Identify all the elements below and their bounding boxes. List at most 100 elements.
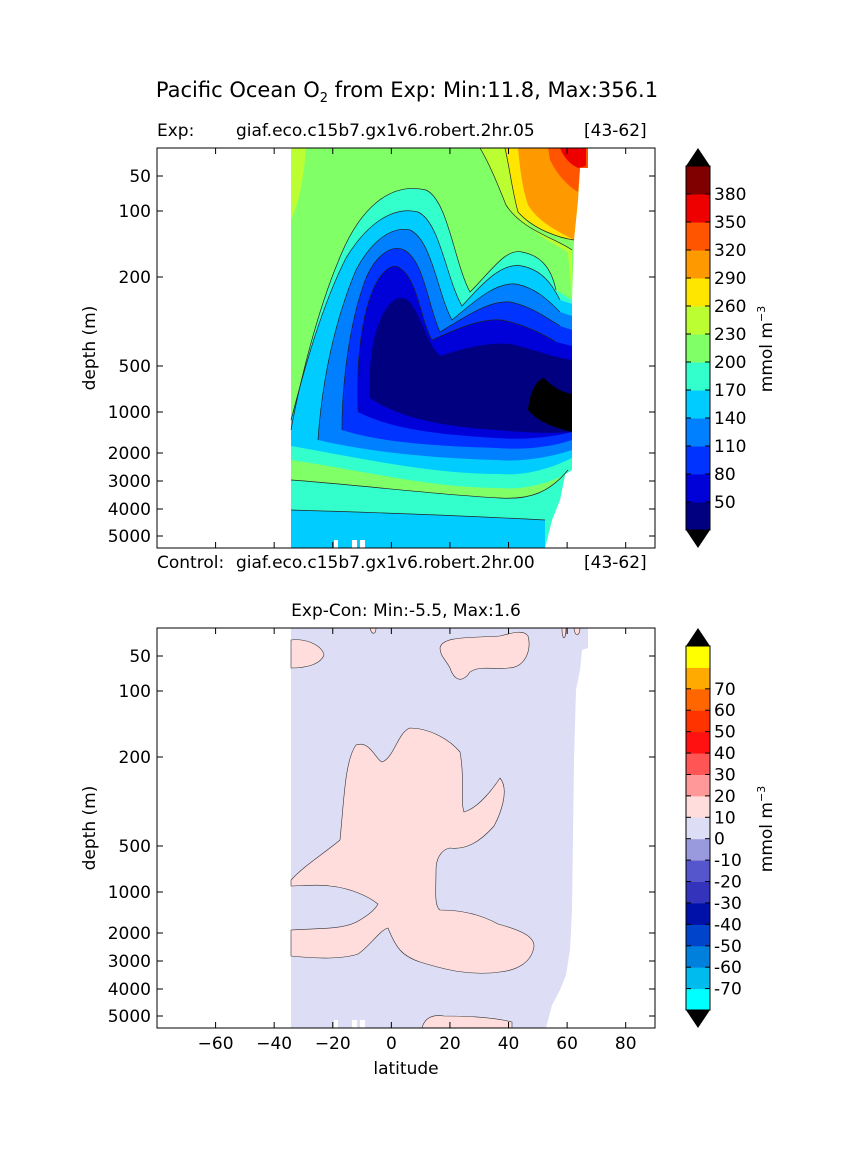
x-tick-label: −40	[256, 1034, 292, 1054]
colorbar-swatch	[686, 924, 710, 947]
colorbar-swatch	[686, 446, 710, 475]
colorbar-swatch	[686, 945, 710, 968]
y-tick-label: 100	[119, 202, 151, 222]
colorbar-tick-label: -30	[714, 894, 742, 914]
top-y-axis-label: depth (m)	[80, 306, 100, 391]
colorbar-tick-label: -10	[714, 851, 742, 871]
colorbar-swatch	[686, 306, 710, 335]
top-colorbar-label: mmol m−3	[755, 306, 777, 392]
colorbar-swatch	[686, 731, 710, 754]
control-years: [43-62]	[584, 553, 647, 573]
colorbar-tick-label: 60	[714, 701, 736, 721]
colorbar-swatch	[686, 278, 710, 307]
colorbar-swatch	[686, 222, 710, 251]
colorbar-swatch	[686, 988, 710, 1011]
diff-title: Exp-Con: Min:-5.5, Max:1.6	[291, 601, 521, 621]
bottom-y-axis-label: depth (m)	[80, 786, 100, 871]
colorbar-swatch	[686, 474, 710, 503]
colorbar-tick-label: 290	[714, 269, 746, 289]
colorbar-tick-label: 20	[714, 787, 736, 807]
colorbar-swatch	[686, 860, 710, 883]
colorbar-tick-label: 10	[714, 808, 736, 828]
y-tick-label: 4000	[108, 980, 151, 1000]
colorbar-swatch	[686, 334, 710, 363]
y-tick-label: 1000	[108, 883, 151, 903]
y-tick-label: 2000	[108, 444, 151, 464]
colorbar-swatch	[686, 838, 710, 861]
colorbar-swatch	[686, 362, 710, 391]
x-tick-label: 20	[439, 1034, 461, 1054]
exp-label: Exp:	[157, 121, 195, 141]
colorbar-tick-label: 0	[714, 830, 725, 850]
y-tick-label: 1000	[108, 403, 151, 423]
colorbar-tick-label: -70	[714, 980, 742, 1000]
colorbar-tick-label: 70	[714, 680, 736, 700]
colorbar-over-extension	[686, 628, 710, 646]
colorbar-over-extension	[686, 148, 710, 166]
exp-years: [43-62]	[584, 121, 647, 141]
colorbar-tick-label: -40	[714, 915, 742, 935]
colorbar-tick-label: 30	[714, 765, 736, 785]
bottom-x-axis-label: latitude	[373, 1059, 438, 1079]
exp-name: giaf.eco.c15b7.gx1v6.robert.2hr.05	[236, 121, 535, 141]
colorbar-swatch	[686, 881, 710, 904]
x-tick-label: 0	[386, 1034, 397, 1054]
colorbar-tick-label: 320	[714, 241, 746, 261]
colorbar-under-extension	[686, 1010, 710, 1028]
y-tick-label: 200	[119, 268, 151, 288]
y-tick-label: 4000	[108, 500, 151, 520]
colorbar-tick-label: -20	[714, 873, 742, 893]
colorbar-tick-label: 350	[714, 213, 746, 233]
top-y-axis: 50 100 200 500 1000 2000 3000 4000 5000	[108, 148, 655, 548]
y-tick-label: 200	[119, 748, 151, 768]
control-name: giaf.eco.c15b7.gx1v6.robert.2hr.00	[236, 553, 535, 573]
colorbar-swatch	[686, 418, 710, 447]
colorbar-swatch	[686, 390, 710, 419]
colorbar-frame	[685, 165, 711, 531]
y-tick-label: 5000	[108, 527, 151, 547]
colorbar-swatch	[686, 795, 710, 818]
y-tick-label: 50	[129, 167, 151, 187]
y-tick-label: 2000	[108, 924, 151, 944]
x-tick-label: −20	[315, 1034, 351, 1054]
colorbar-swatch	[686, 250, 710, 279]
bottom-plot-frame	[156, 627, 656, 1029]
colorbar-frame	[685, 645, 711, 1011]
colorbar-tick-label: 170	[714, 381, 746, 401]
x-tick-label: 80	[615, 1034, 637, 1054]
colorbar-swatch	[686, 646, 710, 668]
colorbar-tick-label: 50	[714, 493, 736, 513]
colorbar-tick-label: 380	[714, 185, 746, 205]
x-tick-label: −60	[198, 1034, 234, 1054]
y-tick-label: 500	[119, 357, 151, 377]
colorbar-tick-label: 110	[714, 437, 746, 457]
colorbar-tick-label: 140	[714, 409, 746, 429]
figure-title: Pacific Ocean O2 from Exp: Min:11.8, Max…	[155, 78, 659, 107]
x-tick-label: 40	[498, 1034, 520, 1054]
colorbar-tick-label: -50	[714, 937, 742, 957]
colorbar-swatch	[686, 774, 710, 797]
colorbar-tick-label: -60	[714, 958, 742, 978]
bottom-colorbar-label: mmol m−3	[755, 786, 777, 872]
colorbar-swatch	[686, 817, 710, 840]
x-tick-label: 60	[556, 1034, 578, 1054]
colorbar-tick-label: 40	[714, 744, 736, 764]
colorbar-swatch	[686, 667, 710, 690]
colorbar-swatch	[686, 753, 710, 775]
colorbar-swatch	[686, 166, 710, 195]
colorbar-swatch	[686, 967, 710, 990]
top-plot-frame	[156, 147, 656, 549]
colorbar-swatch	[686, 710, 710, 733]
colorbar-tick-label: 50	[714, 723, 736, 743]
colorbar-tick-label: 260	[714, 297, 746, 317]
colorbar-tick-label: 200	[714, 353, 746, 373]
o2-difference-field	[290, 628, 588, 1028]
colorbar-swatch	[686, 502, 710, 531]
colorbar-tick-label: 230	[714, 325, 746, 345]
colorbar-swatch	[686, 194, 710, 223]
colorbar-swatch	[686, 688, 710, 711]
y-tick-label: 100	[119, 682, 151, 702]
bottom-x-axis: −60 −40 −20 0 20 40 60 80	[198, 628, 637, 1054]
